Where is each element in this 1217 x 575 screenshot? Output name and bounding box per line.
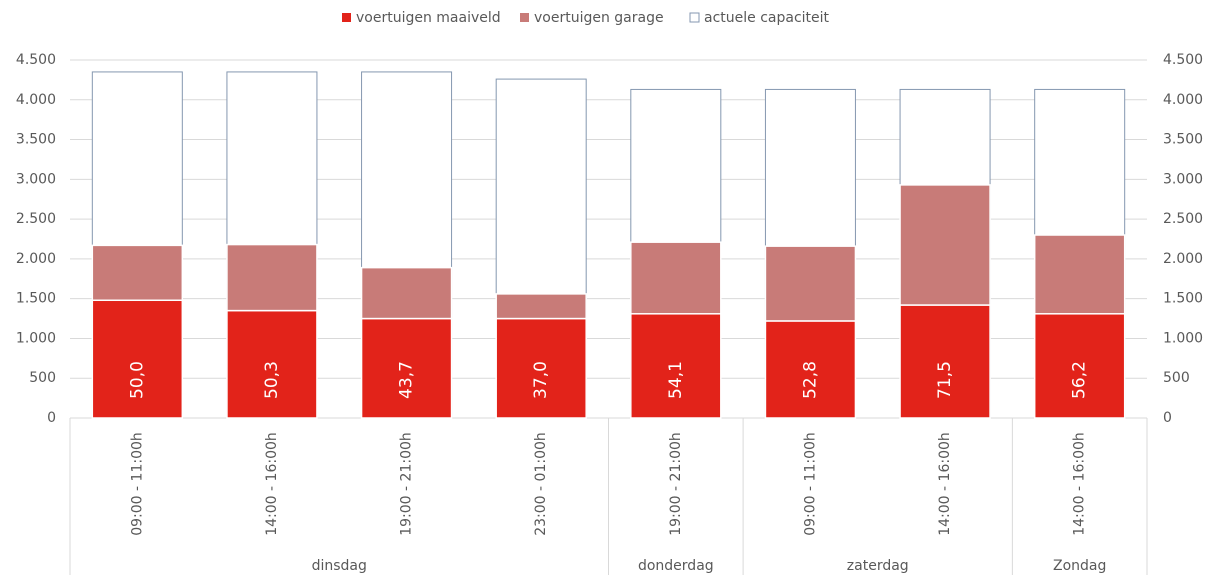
data-label: 43,7 [397,361,417,399]
bar-segment [226,309,318,419]
data-label: 50,0 [127,361,147,399]
x-tick-label: 09:00 - 11:00h [129,432,145,536]
x-tick-label: 14:00 - 16:00h [937,432,953,536]
y2-tick-label: 0 [1163,410,1172,426]
bar-segment [899,304,991,419]
y2-tick-label: 2.000 [1163,251,1203,267]
x-tick-label: 19:00 - 21:00h [399,432,415,536]
y-tick-label: 1.000 [16,330,56,346]
y-tick-label: 4.500 [16,52,56,68]
y2-tick-label: 1.500 [1163,291,1203,307]
group-label: dinsdag [312,558,367,574]
data-label: 37,0 [531,361,551,399]
y2-tick-label: 4.000 [1163,92,1203,108]
legend-swatch [520,13,529,22]
bar-segment [630,313,722,419]
bar-segment [1033,313,1126,419]
legend-swatch [342,13,351,22]
x-tick-label: 23:00 - 01:00h [533,432,549,536]
bar-segment [360,266,453,320]
group-label: Zondag [1053,558,1106,574]
data-label: 71,5 [935,361,955,399]
y-tick-label: 0 [47,410,56,426]
y2-tick-label: 4.500 [1163,52,1203,68]
data-label: 54,1 [666,361,686,399]
data-label: 52,8 [800,361,820,399]
y-tick-label: 3.500 [16,132,56,148]
bar-segment [360,317,453,419]
bar-segment [495,293,587,320]
y2-tick-label: 3.500 [1163,132,1203,148]
data-label: 50,3 [262,361,282,399]
bar-segment [91,244,184,302]
x-tick-label: 14:00 - 16:00h [264,432,280,536]
bar-segment [91,299,184,419]
y2-tick-label: 1.000 [1163,330,1203,346]
y-tick-label: 500 [29,370,56,386]
legend-swatch [689,12,700,23]
y-tick-label: 3.000 [16,171,56,187]
legend-label: voertuigen maaiveld [356,10,501,26]
legend-label: actuele capaciteit [704,10,830,26]
y2-tick-label: 500 [1163,370,1190,386]
y-tick-label: 1.500 [16,291,56,307]
data-label: 56,2 [1070,361,1090,399]
bar-segment [226,243,318,312]
y2-tick-label: 2.500 [1163,211,1203,227]
y-tick-label: 2.000 [16,251,56,267]
bar-segment [764,320,857,419]
y2-tick-label: 3.000 [1163,171,1203,187]
group-label: zaterdag [847,558,909,574]
x-tick-label: 14:00 - 16:00h [1072,432,1088,536]
y-tick-label: 4.000 [16,92,56,108]
x-tick-label: 19:00 - 21:00h [668,432,684,536]
legend-label: voertuigen garage [534,10,664,26]
x-tick-label: 09:00 - 11:00h [802,432,818,536]
bar-segment [899,184,991,306]
y-tick-label: 2.500 [16,211,56,227]
bar-segment [1033,234,1126,315]
bar-segment [630,241,722,315]
group-label: donderdag [638,558,714,574]
bar-segment [764,245,857,322]
